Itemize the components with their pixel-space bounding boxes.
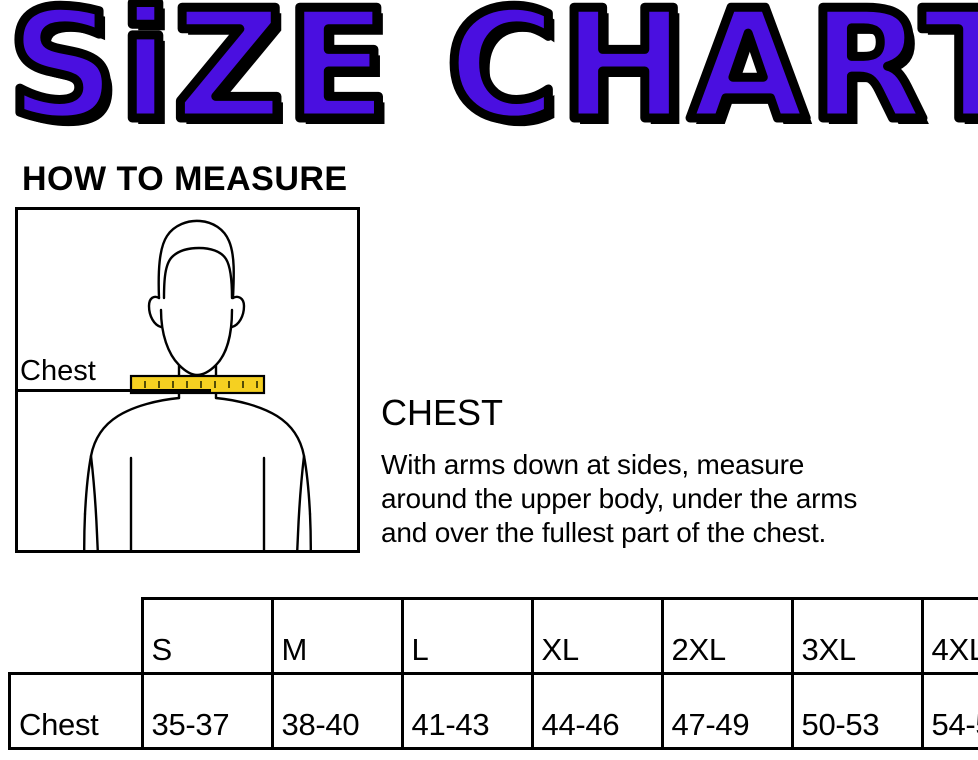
chest-description-line-1: With arms down at sides, measure [381,449,805,480]
size-table: S M L XL 2XL 3XL 4XL Chest 35-37 38-40 4… [8,597,978,750]
chest-description-block: CHEST With arms down at sides, measure a… [381,392,971,550]
page-title-shadow: SiZE CHART [14,0,978,150]
table-header-l: L [400,597,534,675]
how-to-measure-heading: HOW TO MEASURE [22,160,348,198]
table-cell-chest-4xl: 54-57 [920,672,978,750]
measurement-illustration-box [15,207,360,553]
table-header-2xl: 2XL [660,597,794,675]
table-row-label-chest: Chest [8,672,144,750]
table-header-3xl: 3XL [790,597,924,675]
male-torso-figure-icon [83,219,312,550]
chest-callout-label: Chest [20,355,96,387]
table-header-s: S [140,597,274,675]
chest-description-body: With arms down at sides, measure around … [381,448,971,550]
page-title-graphic: SiZE CHART SiZE CHART [4,0,978,150]
table-corner-cell [10,599,143,674]
table-cell-chest-3xl: 50-53 [790,672,924,750]
page-title: SiZE CHART [8,0,978,150]
table-cell-chest-xl: 44-46 [530,672,664,750]
chest-description-heading: CHEST [381,392,504,433]
table-cell-chest-l: 41-43 [400,672,534,750]
table-header-row: S M L XL 2XL 3XL 4XL [10,597,978,675]
table-row: Chest 35-37 38-40 41-43 44-46 47-49 50-5… [8,672,978,750]
table-header-xl: XL [530,597,664,675]
table-header-4xl: 4XL [920,597,978,675]
chest-callout-leader-line [16,389,211,392]
table-cell-chest-s: 35-37 [140,672,274,750]
chest-description-line-3: and over the fullest part of the chest. [381,517,827,548]
table-cell-chest-m: 38-40 [270,672,404,750]
table-header-m: M [270,597,404,675]
chest-description-line-2: around the upper body, under the arms [381,483,858,514]
page-title-block: SiZE CHART SiZE CHART [0,0,978,150]
table-cell-chest-2xl: 47-49 [660,672,794,750]
size-table-container: S M L XL 2XL 3XL 4XL Chest 35-37 38-40 4… [8,597,978,750]
measuring-tape-icon [129,374,266,395]
